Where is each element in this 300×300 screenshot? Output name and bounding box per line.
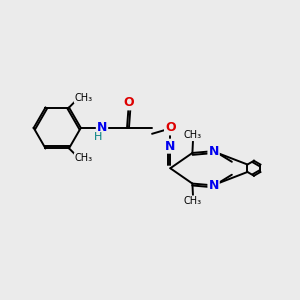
Text: N: N xyxy=(165,140,175,153)
Text: CH₃: CH₃ xyxy=(184,196,202,206)
Text: CH₃: CH₃ xyxy=(75,153,93,163)
Text: CH₃: CH₃ xyxy=(184,130,202,140)
Text: N: N xyxy=(208,145,219,158)
Text: H: H xyxy=(94,132,103,142)
Text: N: N xyxy=(208,178,219,191)
Text: O: O xyxy=(123,96,134,110)
Text: CH₃: CH₃ xyxy=(75,93,93,103)
Text: N: N xyxy=(97,122,107,134)
Text: O: O xyxy=(165,122,175,134)
